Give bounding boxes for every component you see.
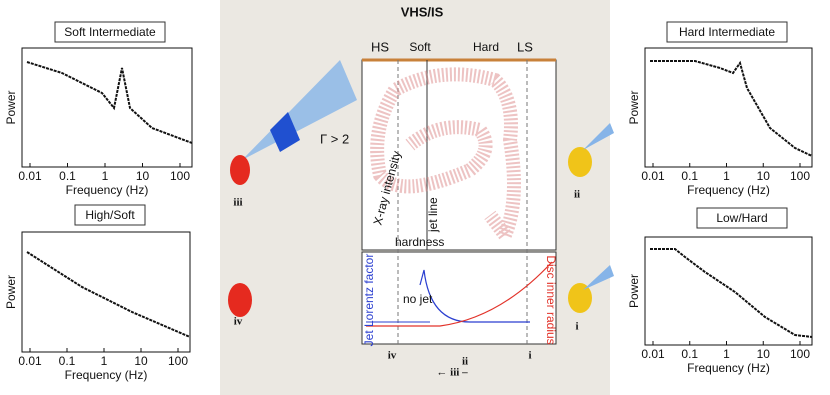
y-axis-label: Power <box>627 90 641 124</box>
state-label: LS <box>517 39 533 54</box>
jet-cone <box>228 60 614 317</box>
center-title: VHS/IS <box>401 4 444 19</box>
x-tick-label: 10 <box>757 169 771 183</box>
panel-title: Low/Hard <box>716 211 767 225</box>
disk-label: ii <box>574 189 580 201</box>
disk-label: i <box>575 321 578 333</box>
panels: Soft Intermediate 0.01 0.1 1 10 100 Frequency … <box>4 21 813 382</box>
state-numeral: iv <box>388 350 397 362</box>
state-numeral: i <box>528 350 531 362</box>
lorentz-label: Jet Lorentz factor <box>362 254 376 347</box>
x-tick-label: 100 <box>790 169 810 183</box>
x-tick-label: 1 <box>101 354 108 368</box>
title-box <box>54 21 166 43</box>
disk-label: iv <box>234 316 243 328</box>
title-box <box>74 204 146 226</box>
x-tick-label: 100 <box>170 169 190 183</box>
lorentz-curve <box>419 269 530 323</box>
plot-frame <box>644 47 813 168</box>
y-axis-label: Power <box>4 90 18 124</box>
x-tick-label: 10 <box>134 354 148 368</box>
state-numeral: ← iii – <box>436 367 468 379</box>
jet-box <box>361 251 557 345</box>
state-label: Soft <box>409 40 431 54</box>
spectrum <box>650 248 813 338</box>
x-tick-label: 0.1 <box>681 169 698 183</box>
x-axis-label: Frequency (Hz) <box>687 361 770 375</box>
panel-title: Hard Intermediate <box>679 25 775 39</box>
no-jet-label: no jet <box>403 292 433 306</box>
x-axis-label: Frequency (Hz) <box>687 183 770 197</box>
title-box <box>666 21 788 43</box>
state-numeral: ii <box>462 356 468 368</box>
x-axis-label: Frequency (Hz) <box>65 368 148 382</box>
state-label: HS <box>371 39 389 54</box>
gamma-label: Γ > 2 <box>320 131 349 146</box>
x-tick-label: 1 <box>102 169 109 183</box>
hid-box <box>361 59 557 251</box>
hid-track <box>370 67 521 240</box>
x-axis-label: Frequency (Hz) <box>66 183 149 197</box>
panel-title: High/Soft <box>85 208 135 222</box>
x-tick-label: 0.01 <box>641 347 665 361</box>
radius-label: Disc inner radius <box>544 255 558 344</box>
y-axis-label: Power <box>627 274 641 308</box>
jet-line-label: jet line <box>426 197 440 233</box>
x-tick-label: 100 <box>790 347 810 361</box>
x-tick-label: 0.01 <box>18 354 42 368</box>
spectrum <box>26 61 193 144</box>
x-tick-label: 0.1 <box>59 354 76 368</box>
panel-title: Soft Intermediate <box>64 25 156 39</box>
x-tick-label: 0.01 <box>641 169 665 183</box>
x-tick-label: 10 <box>757 347 771 361</box>
x-tick-label: 0.1 <box>681 347 698 361</box>
x-tick-label: 0.1 <box>59 169 76 183</box>
plot-frame <box>21 47 193 168</box>
state-label: Hard <box>473 40 499 54</box>
disk-label: iii <box>233 197 242 209</box>
radius-curve <box>366 261 553 327</box>
x-tick-label: 1 <box>723 347 730 361</box>
x-tick-label: 10 <box>136 169 150 183</box>
x-tick-label: 1 <box>723 169 730 183</box>
spectrum <box>26 251 191 338</box>
hardness-label: hardness <box>395 235 444 249</box>
y-axis-label: Power <box>4 275 18 309</box>
title-box <box>696 207 788 229</box>
plot-frame <box>644 236 813 346</box>
x-tick-label: 100 <box>168 354 188 368</box>
spectrum <box>650 60 813 157</box>
plot-frame <box>21 231 191 353</box>
x-tick-label: 0.01 <box>18 169 42 183</box>
